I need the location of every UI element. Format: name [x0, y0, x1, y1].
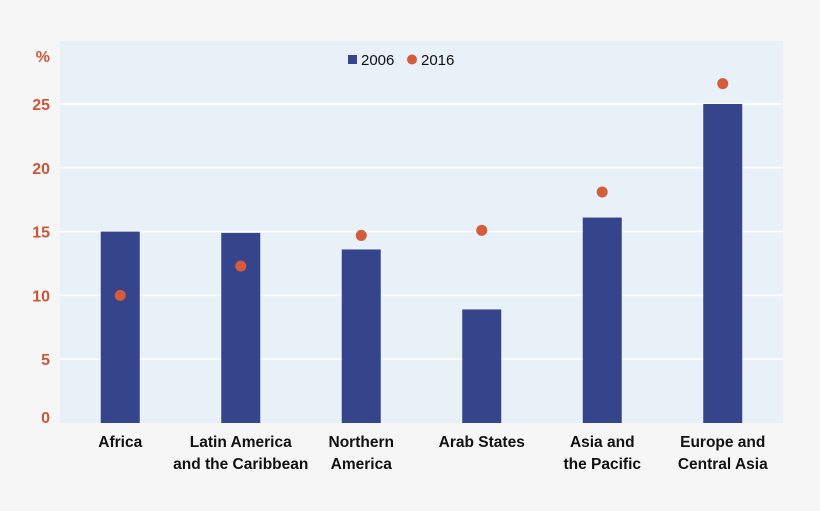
- x-category-label: Europe and: [680, 434, 765, 451]
- y-tick-label: 25: [32, 97, 50, 114]
- x-category-label: Asia and: [570, 434, 635, 451]
- bar-2006: [582, 217, 622, 423]
- x-category-label: Latin America: [190, 434, 292, 451]
- legend-label-2006: 2006: [361, 52, 394, 69]
- bar-2006: [341, 249, 381, 423]
- x-category-label: Northern: [329, 434, 394, 451]
- y-tick-label: 20: [32, 161, 50, 178]
- x-category-label: the Pacific: [563, 456, 641, 473]
- x-category-label: Africa: [98, 434, 142, 451]
- x-category-label: Arab States: [439, 434, 525, 451]
- dot-2016: [355, 229, 367, 241]
- legend-label-2016: 2016: [421, 52, 454, 69]
- dot-2016: [717, 78, 729, 90]
- bar-2006: [703, 104, 743, 423]
- y-tick-label: 10: [32, 288, 50, 305]
- legend-swatch-2016: [407, 54, 417, 65]
- x-category-label: Central Asia: [678, 456, 768, 473]
- x-category-label: America: [331, 456, 393, 473]
- x-category-label: and the Caribbean: [173, 456, 308, 473]
- y-axis-unit: %: [36, 49, 50, 66]
- bar-2006: [462, 309, 502, 423]
- y-tick-label: 5: [41, 352, 50, 369]
- dot-2016: [596, 186, 608, 198]
- dot-2016: [235, 260, 247, 272]
- dot-2016: [114, 289, 126, 301]
- y-tick-label: 0: [41, 410, 50, 427]
- legend-swatch-2006: [348, 55, 357, 64]
- y-tick-label: 15: [32, 225, 50, 242]
- dot-2016: [476, 224, 488, 236]
- bar-2006: [100, 231, 140, 423]
